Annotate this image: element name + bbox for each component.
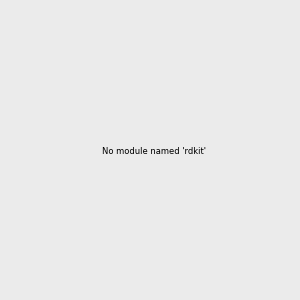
Text: No module named 'rdkit': No module named 'rdkit'	[102, 147, 206, 156]
